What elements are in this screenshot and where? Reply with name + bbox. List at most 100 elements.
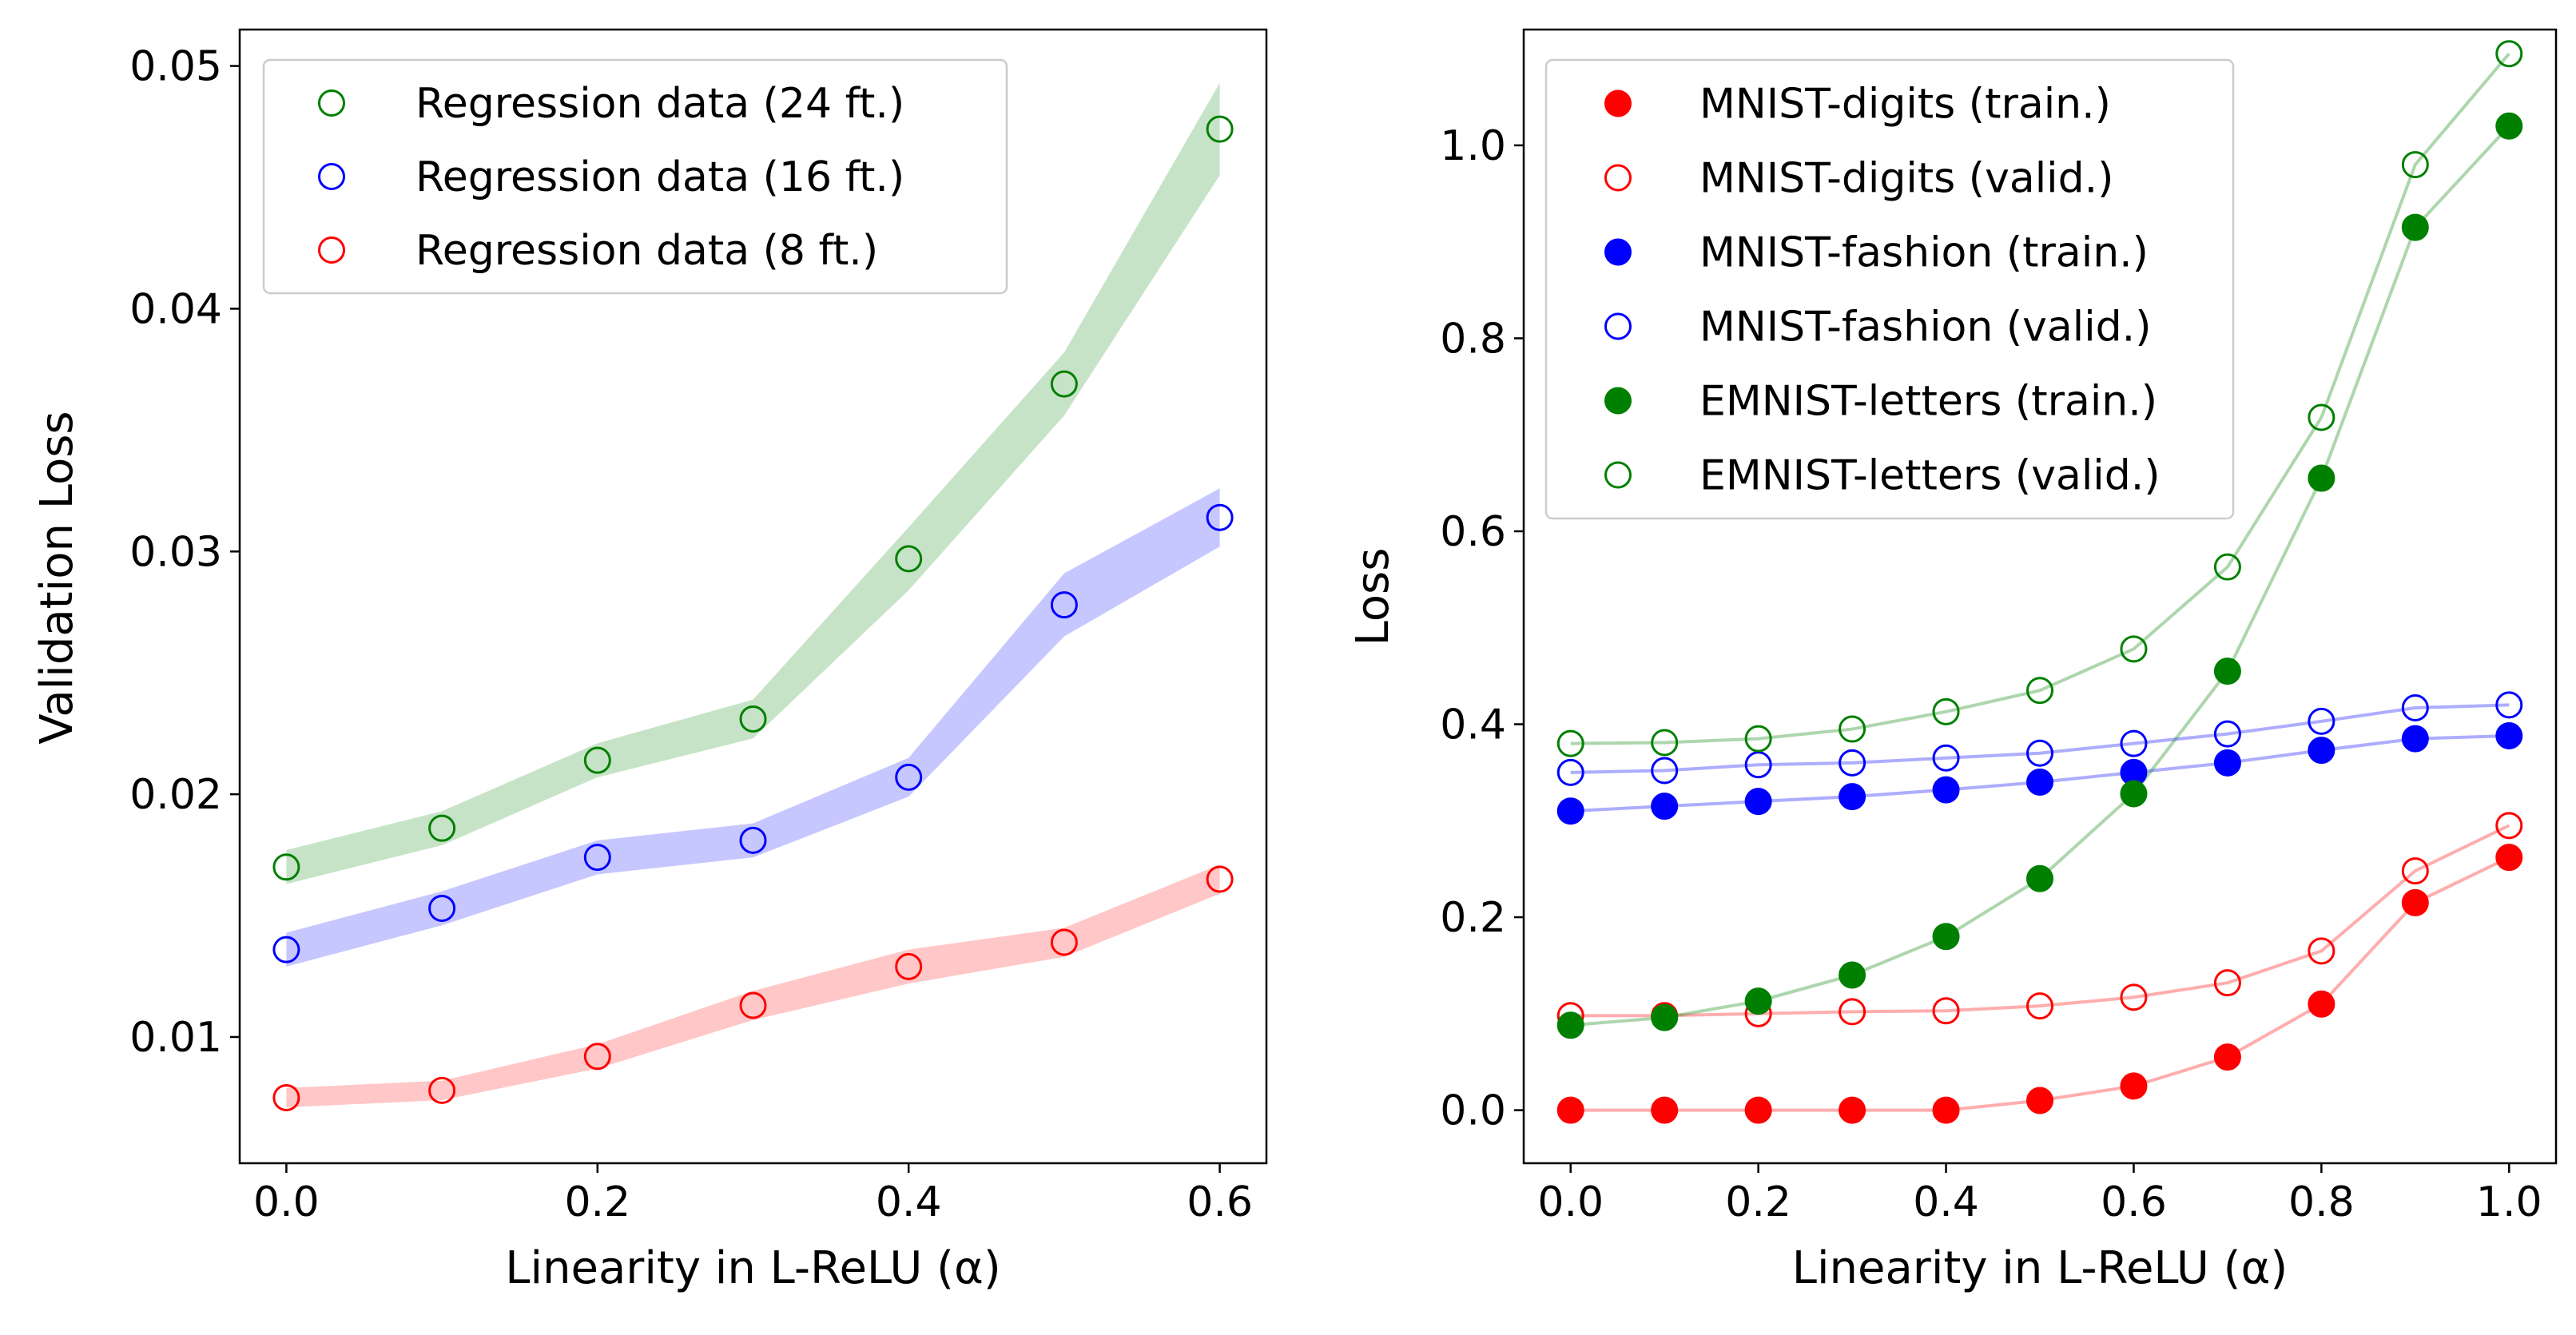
right-y-tick-label: 0.6 <box>1440 508 1506 556</box>
left-y-tick-label: 0.05 <box>129 43 222 91</box>
point-mnist-fashion-valid <box>2026 739 2053 767</box>
right-chart-loss: 0.0 0.2 0.4 0.6 0.8 1.0 0.0 0.2 0.4 0.6 0.8 1.0 Li… <box>1347 28 2558 1294</box>
point-emnist-letters-train <box>2213 658 2241 685</box>
legend-marker-mnist-digits-valid <box>1604 164 1632 192</box>
point-mnist-fashion-valid <box>2401 693 2429 721</box>
right-y-tick-label: 0.8 <box>1440 315 1506 363</box>
point-emnist-letters-valid <box>2120 635 2148 663</box>
legend-marker-emnist-letters-valid <box>1604 461 1632 489</box>
left-x-tick-label: 0.6 <box>1187 1178 1253 1226</box>
legend-marker-emnist-letters-train <box>1604 387 1632 415</box>
point-mnist-digits-train <box>1556 1096 1584 1124</box>
right-legend: MNIST-digits (train.) MNIST-digits (valid… <box>1544 58 2235 520</box>
left-plot-frame <box>238 28 1268 1165</box>
legend-marker-regression-data-8-ft <box>318 236 345 264</box>
point-mnist-fashion-train <box>2213 749 2241 777</box>
point-mnist-fashion-valid <box>1932 744 1960 772</box>
point-regression-data-24-ft <box>739 705 767 733</box>
right-x-tick-label: 1.0 <box>2476 1178 2542 1226</box>
point-emnist-letters-valid <box>2495 40 2523 68</box>
point-regression-data-24-ft <box>583 746 611 774</box>
point-mnist-digits-train <box>2026 1087 2053 1114</box>
point-emnist-letters-valid <box>1839 715 1866 743</box>
line-mnist-fashion-valid <box>1570 703 2510 774</box>
point-mnist-fashion-train <box>2026 768 2053 796</box>
point-mnist-digits-valid <box>2401 857 2429 885</box>
legend-label-emnist-letters-train: EMNIST-letters (train.) <box>1699 378 2157 426</box>
right-y-ticks: 0.0 0.2 0.4 0.6 0.8 1.0 <box>1440 122 1524 1135</box>
point-regression-data-24-ft <box>895 545 923 573</box>
point-mnist-fashion-train <box>2308 737 2335 765</box>
point-emnist-letters-train <box>2401 213 2429 241</box>
right-x-tick-label: 0.0 <box>1537 1178 1604 1226</box>
point-mnist-fashion-valid <box>1744 751 1772 779</box>
left-chart-validation-loss: 0.0 0.2 0.4 0.6 0.01 0.02 0.03 0.04 0.05 Linear… <box>31 28 1268 1294</box>
line-emnist-letters-valid <box>1570 52 2510 745</box>
point-emnist-letters-valid <box>1932 697 1960 725</box>
legend-label-mnist-fashion-valid: MNIST-fashion (valid.) <box>1699 304 2151 352</box>
point-mnist-fashion-train <box>2401 725 2429 753</box>
legend-label-mnist-digits-valid: MNIST-digits (valid.) <box>1699 155 2113 203</box>
point-mnist-digits-valid <box>2308 937 2335 965</box>
point-regression-data-24-ft <box>428 814 456 842</box>
left-x-tick-label: 0.4 <box>876 1178 942 1226</box>
point-mnist-fashion-train <box>2495 722 2523 750</box>
right-plot-frame <box>1522 28 2558 1165</box>
point-regression-data-16-ft <box>1206 503 1234 531</box>
point-emnist-letters-train <box>2308 464 2335 492</box>
point-mnist-fashion-train <box>1556 797 1584 825</box>
point-regression-data-16-ft <box>428 894 456 922</box>
point-mnist-digits-valid <box>2120 983 2148 1011</box>
point-regression-data-8-ft <box>1206 865 1234 893</box>
right-x-axis-label: Linearity in L-ReLU (α) <box>1792 1242 2288 1294</box>
point-mnist-digits-train <box>1932 1096 1960 1124</box>
right-y-tick-label: 1.0 <box>1440 122 1506 170</box>
left-legend-box <box>262 58 1008 295</box>
right-x-tick-label: 0.2 <box>1725 1178 1791 1226</box>
point-regression-data-8-ft <box>428 1076 456 1104</box>
point-emnist-letters-train <box>2495 112 2523 140</box>
left-x-tick-label: 0.2 <box>564 1178 630 1226</box>
line-mnist-digits-train <box>1570 856 2510 1112</box>
point-mnist-fashion-train <box>1839 783 1866 811</box>
legend-marker-regression-data-24-ft <box>318 89 345 117</box>
point-emnist-letters-train <box>2120 780 2148 808</box>
legend-label-regression-data-8-ft: Regression data (8 ft.) <box>415 227 878 275</box>
point-mnist-digits-train <box>2213 1043 2241 1071</box>
left-chart-bands <box>286 82 1220 1108</box>
point-mnist-fashion-train <box>1651 793 1679 820</box>
left-y-tick-label: 0.01 <box>129 1014 222 1062</box>
point-mnist-digits-valid <box>2026 992 2053 1020</box>
point-emnist-letters-valid <box>2213 553 2241 581</box>
point-emnist-letters-train <box>1839 961 1866 989</box>
point-mnist-fashion-valid <box>1556 758 1584 786</box>
left-y-tick-label: 0.04 <box>129 285 222 333</box>
legend-marker-mnist-fashion-train <box>1604 238 1632 266</box>
legend-label-mnist-fashion-train: MNIST-fashion (train.) <box>1699 229 2149 277</box>
right-x-tick-label: 0.6 <box>2101 1178 2167 1226</box>
right-x-tick-label: 0.8 <box>2288 1178 2355 1226</box>
point-mnist-digits-train <box>1839 1096 1866 1124</box>
point-mnist-digits-valid <box>1932 997 1960 1025</box>
legend-label-emnist-letters-valid: EMNIST-letters (valid.) <box>1699 452 2161 500</box>
point-mnist-digits-train <box>2308 990 2335 1018</box>
point-regression-data-8-ft <box>1050 928 1078 956</box>
point-emnist-letters-train <box>1744 987 1772 1015</box>
point-emnist-letters-train <box>2026 864 2053 892</box>
right-y-tick-label: 0.4 <box>1440 701 1506 749</box>
line-mnist-digits-valid <box>1570 824 2510 1018</box>
band-regression-data-16-ft <box>286 488 1220 967</box>
point-regression-data-16-ft <box>272 936 300 964</box>
point-regression-data-24-ft <box>272 853 300 881</box>
point-mnist-fashion-valid <box>2308 707 2335 735</box>
point-mnist-fashion-valid <box>2495 691 2523 719</box>
point-emnist-letters-train <box>1932 923 1960 951</box>
left-y-tick-label: 0.03 <box>129 528 222 576</box>
legend-marker-mnist-fashion-valid <box>1604 312 1632 340</box>
point-regression-data-8-ft <box>895 952 923 980</box>
point-emnist-letters-train <box>1651 1003 1679 1031</box>
point-emnist-letters-valid <box>2401 151 2429 179</box>
point-emnist-letters-valid <box>1556 729 1584 757</box>
band-regression-data-24-ft <box>286 82 1220 884</box>
